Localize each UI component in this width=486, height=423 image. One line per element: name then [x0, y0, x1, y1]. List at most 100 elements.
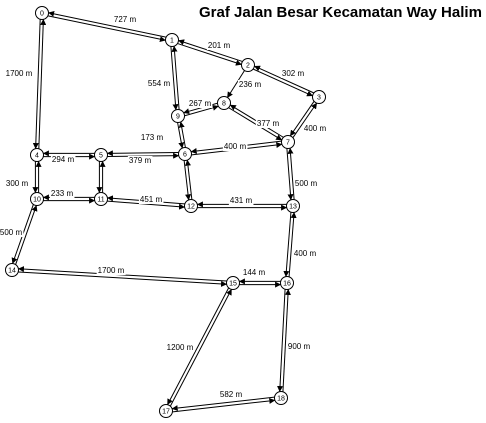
- edge-17-18: [171, 396, 276, 413]
- edge-line-2-3: [253, 68, 313, 97]
- edge-5-11: [96, 160, 106, 194]
- edge-line-4-0: [38, 18, 47, 149]
- edge-line-3-2: [254, 65, 314, 94]
- node-circle: [281, 135, 295, 149]
- node-1: 1: [165, 33, 179, 47]
- node-2: 2: [241, 58, 255, 72]
- node-label: 12: [187, 204, 195, 211]
- page-title: Graf Jalan Besar Kecamatan Way Halim: [199, 4, 482, 21]
- edge-4-10: [32, 160, 42, 194]
- edge-label-bg: [302, 124, 328, 133]
- edge-label-10-14: 500 m: [0, 228, 22, 237]
- edge-label-13-16: 400 m: [294, 249, 317, 258]
- node-circle: [94, 192, 108, 206]
- edge-label-bg: [112, 15, 138, 24]
- node-5: 5: [94, 148, 108, 162]
- edge-label-4-5: 294 m: [52, 155, 75, 164]
- edge-line-6-9: [178, 121, 186, 148]
- node-circle: [30, 148, 44, 162]
- edge-line-11-12: [107, 200, 185, 210]
- edge-label-4-10: 300 m: [6, 179, 29, 188]
- edge-16-18: [277, 288, 291, 393]
- edge-line-12-6: [184, 159, 193, 200]
- node-label: 4: [35, 153, 39, 160]
- node-circle: [159, 404, 173, 418]
- edge-label-15-17: 1200 m: [167, 343, 194, 352]
- edge-label-8-9: 267 m: [189, 99, 212, 108]
- edge-1-2: [177, 39, 243, 66]
- edge-7-13: [286, 147, 295, 201]
- edge-line-14-10: [15, 205, 38, 265]
- node-11: 11: [94, 192, 108, 206]
- node-circle: [5, 263, 19, 277]
- node-10: 10: [30, 192, 44, 206]
- node-circle: [94, 148, 108, 162]
- edge-line-15-17: [167, 287, 230, 406]
- node-circle: [165, 33, 179, 47]
- edge-line-9-8: [184, 104, 219, 117]
- node-label: 7: [286, 140, 290, 147]
- node-label: 11: [97, 197, 104, 204]
- edge-label-bg: [4, 69, 34, 78]
- edge-label-3-7: 400 m: [304, 124, 327, 133]
- node-circle: [280, 276, 294, 290]
- node-circle: [274, 391, 288, 405]
- edge-label-bg: [280, 69, 306, 78]
- edge-6-12: [183, 159, 193, 201]
- edge-label-1-9: 554 m: [148, 79, 171, 88]
- node-9: 9: [171, 109, 185, 123]
- node-label: 3: [317, 95, 321, 102]
- edge-label-bg: [218, 390, 244, 399]
- edge-label-16-18: 900 m: [288, 342, 311, 351]
- node-circle: [312, 90, 326, 104]
- edge-label-bg: [49, 189, 75, 198]
- edge-9-6: [177, 121, 186, 149]
- edge-15-17: [167, 287, 232, 407]
- node-7: 7: [281, 135, 295, 149]
- node-13: 13: [286, 199, 300, 213]
- node-label: 10: [33, 197, 41, 204]
- edge-line-6-5: [106, 150, 179, 157]
- edge-label-15-16: 144 m: [243, 268, 266, 277]
- edge-0-1: [47, 10, 167, 43]
- edge-15-16: [238, 278, 282, 288]
- node-label: 1: [170, 38, 174, 45]
- node-label: 14: [8, 268, 16, 275]
- edge-line-7-13: [286, 148, 294, 201]
- edge-line-18-17: [171, 396, 275, 412]
- edge-line-9-6: [177, 122, 185, 149]
- edge-0-4: [32, 18, 47, 150]
- edge-line-13-7: [287, 147, 295, 200]
- edge-label-bg: [255, 119, 281, 128]
- node-label: 15: [229, 281, 237, 288]
- edge-label-2-8: 236 m: [239, 80, 262, 89]
- node-3: 3: [312, 90, 326, 104]
- edge-label-10-11: 233 m: [51, 189, 74, 198]
- edge-label-bg: [139, 133, 165, 142]
- edge-label-9-6: 173 m: [141, 133, 164, 142]
- edge-line-17-15: [169, 288, 232, 407]
- edge-1-9: [170, 45, 180, 111]
- edge-label-1-2: 201 m: [208, 41, 231, 50]
- edge-line-17-18: [172, 397, 276, 413]
- node-circle: [226, 276, 240, 290]
- node-16: 16: [280, 276, 294, 290]
- edge-label-bg: [228, 196, 254, 205]
- edge-line-7-3: [292, 102, 318, 138]
- edge-label-bg: [286, 342, 312, 351]
- edge-label-bg: [241, 268, 267, 277]
- edge-line-14-15: [18, 271, 228, 287]
- node-0: 0: [35, 6, 49, 20]
- node-6: 6: [178, 147, 192, 161]
- edge-label-2-3: 302 m: [282, 69, 305, 78]
- edge-line-1-0: [48, 10, 167, 38]
- node-label: 13: [289, 204, 297, 211]
- edge-3-7: [289, 101, 318, 138]
- node-15: 15: [226, 276, 240, 290]
- edge-line-6-12: [183, 160, 192, 201]
- node-label: 6: [183, 152, 187, 159]
- edge-label-14-15: 1700 m: [98, 266, 125, 275]
- node-17: 17: [159, 404, 173, 418]
- edge-line-18-16: [282, 288, 291, 392]
